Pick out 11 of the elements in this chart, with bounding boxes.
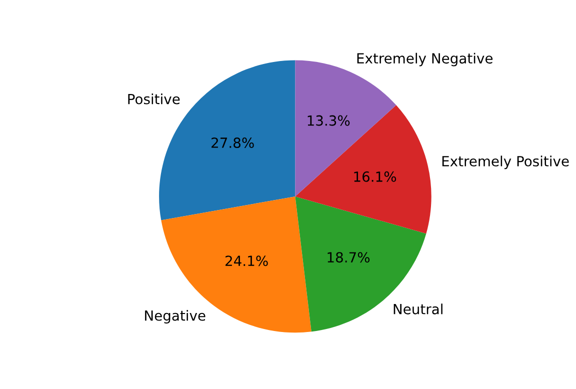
data-label: 24.1% bbox=[226, 256, 268, 266]
data-label: 13.3% bbox=[308, 115, 350, 126]
pie-slice bbox=[295, 105, 432, 234]
slice-label: Positive bbox=[128, 94, 180, 104]
data-label: 27.8% bbox=[212, 138, 254, 148]
slice-label: Extremely Negative bbox=[357, 52, 493, 66]
slice-label: Negative bbox=[145, 310, 206, 324]
slice-label: Extremely Positive bbox=[442, 156, 569, 170]
data-label: 18.7% bbox=[328, 252, 370, 263]
slice-label: Neutral bbox=[394, 304, 442, 314]
data-label: 16.1% bbox=[354, 171, 396, 182]
